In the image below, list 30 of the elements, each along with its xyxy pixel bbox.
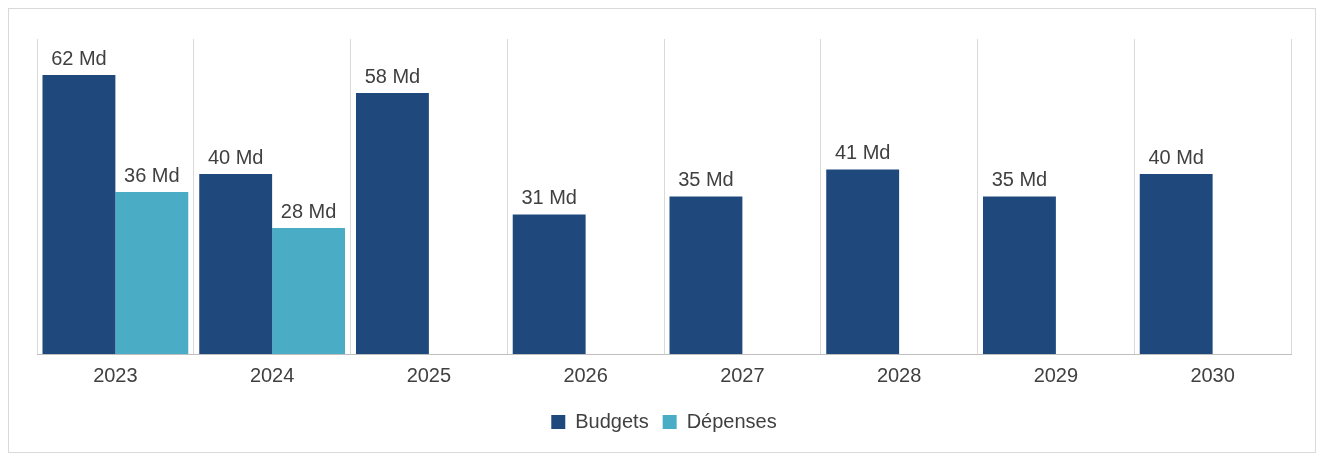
data-label: 36 Md bbox=[124, 163, 180, 186]
bar bbox=[826, 169, 900, 354]
data-label: 58 Md bbox=[364, 64, 421, 87]
data-label: 31 Md bbox=[521, 186, 577, 209]
x-tick-label: 2026 bbox=[563, 363, 608, 386]
x-tick-label: 2024 bbox=[249, 363, 295, 386]
bar bbox=[355, 93, 429, 354]
bar bbox=[115, 192, 189, 354]
bar bbox=[1139, 174, 1213, 354]
data-label: 35 Md bbox=[678, 168, 734, 191]
x-tick-label: 2023 bbox=[93, 363, 138, 386]
legend-label: Dépenses bbox=[686, 409, 777, 432]
x-tick-label: 2025 bbox=[406, 363, 452, 386]
x-tick-label: 2027 bbox=[720, 363, 765, 386]
x-tick-label: 2030 bbox=[1190, 363, 1235, 386]
bar bbox=[982, 196, 1056, 354]
data-label: 40 Md bbox=[207, 145, 264, 168]
bar bbox=[512, 214, 586, 354]
data-label: 40 Md bbox=[1148, 145, 1204, 168]
x-tick-label: 2028 bbox=[876, 363, 922, 386]
data-label: 28 Md bbox=[280, 199, 337, 222]
data-label: 62 Md bbox=[51, 46, 107, 69]
bar bbox=[199, 174, 273, 354]
legend-label: Budgets bbox=[575, 409, 649, 432]
data-label: 35 Md bbox=[991, 168, 1048, 191]
data-label: 41 Md bbox=[834, 141, 891, 164]
bar bbox=[272, 228, 346, 354]
bar bbox=[42, 75, 116, 354]
bar bbox=[669, 196, 743, 354]
x-tick-label: 2029 bbox=[1033, 363, 1079, 386]
